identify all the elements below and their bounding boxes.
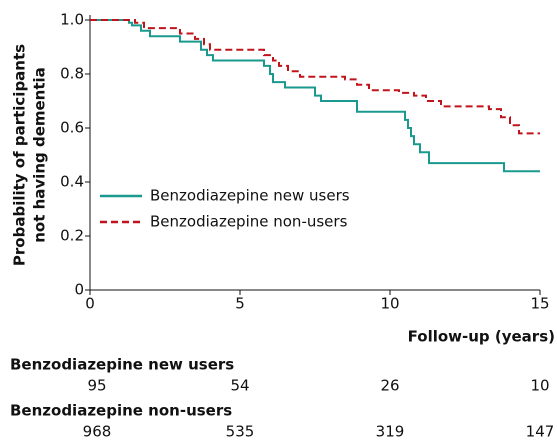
y-tick-label: 0.8: [60, 65, 84, 83]
y-tick-label: 0.2: [60, 227, 84, 245]
legend-label: Benzodiazepine non-users: [150, 213, 348, 231]
risk-count: 26: [380, 377, 399, 395]
y-tick-label: 0.4: [60, 173, 84, 191]
y-tick-label: 0: [74, 281, 84, 299]
risk-row-label: Benzodiazepine non-users: [10, 402, 232, 420]
legend-label: Benzodiazepine new users: [150, 187, 350, 205]
risk-row-label: Benzodiazepine new users: [10, 356, 234, 374]
risk-count: 968: [83, 423, 112, 441]
x-tick-label: 0: [85, 295, 95, 313]
x-tick-label: 15: [530, 295, 549, 313]
risk-count: 147: [526, 423, 555, 441]
risk-count: 319: [376, 423, 405, 441]
y-axis-label: Probability of participants: [11, 44, 29, 266]
risk-count: 54: [230, 377, 249, 395]
y-tick-label: 1.0: [60, 11, 84, 29]
risk-count: 535: [226, 423, 255, 441]
risk-count: 95: [87, 377, 106, 395]
y-axis-label: not having dementia: [31, 67, 49, 243]
x-tick-label: 5: [235, 295, 245, 313]
risk-count: 10: [530, 377, 549, 395]
x-axis-label: Follow-up (years): [408, 328, 555, 346]
survival-curve: [90, 19, 540, 173]
x-tick-label: 10: [380, 295, 399, 313]
y-tick-label: 0.6: [60, 119, 84, 137]
survival-curve: [90, 19, 540, 135]
